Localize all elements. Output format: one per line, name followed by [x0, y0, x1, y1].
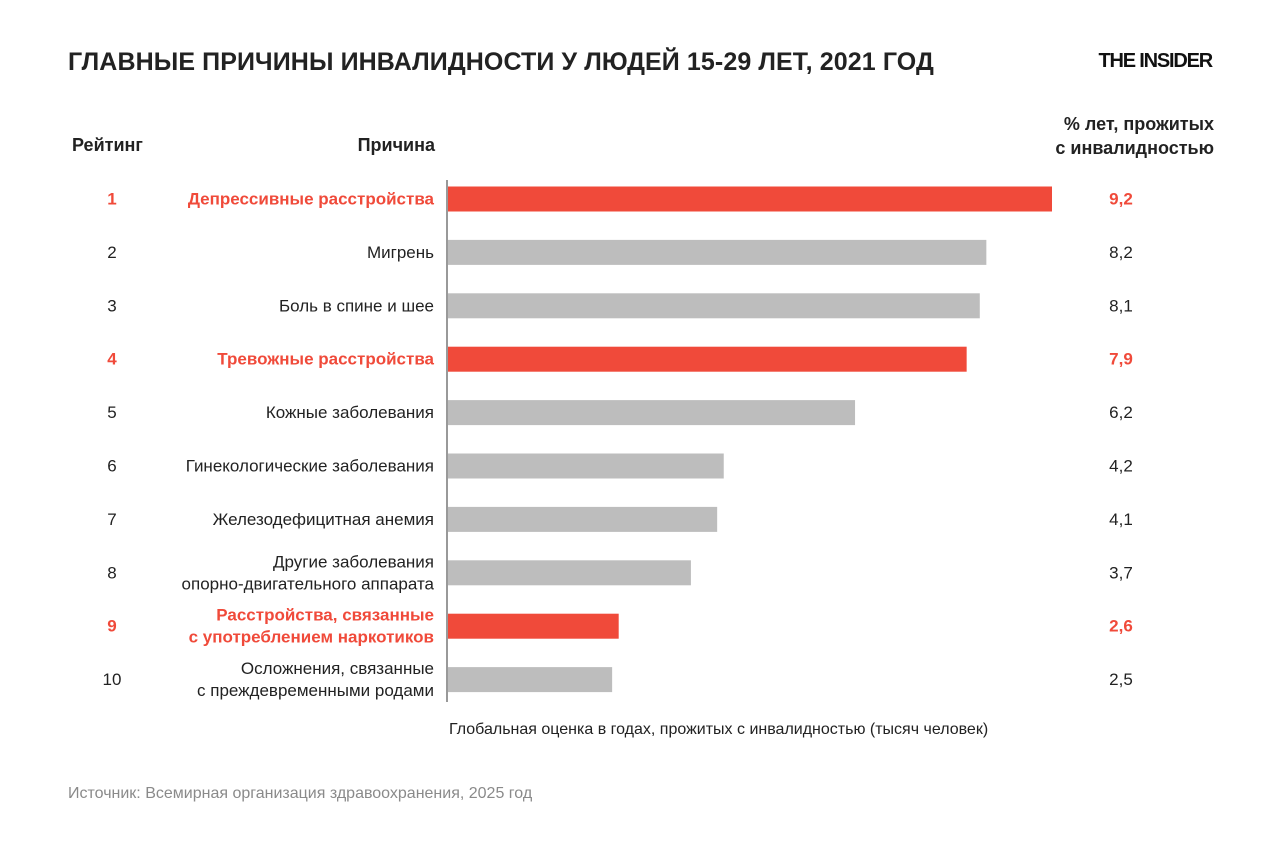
value-label: 8,1 [1109, 296, 1133, 315]
chart-title: ГЛАВНЫЕ ПРИЧИНЫ ИНВАЛИДНОСТИ У ЛЮДЕЙ 15-… [68, 48, 934, 76]
rank-label: 1 [107, 190, 116, 209]
bar [448, 239, 987, 265]
bar [448, 453, 724, 479]
rank-label: 8 [107, 563, 116, 582]
value-label: 8,2 [1109, 243, 1133, 262]
value-label: 2,5 [1109, 670, 1133, 689]
rank-label: 3 [107, 296, 116, 315]
percent-header-line-2: с инвалидностью [1055, 138, 1214, 158]
category-label: Боль в спине и шее [279, 296, 434, 315]
rank-label: 2 [107, 243, 116, 262]
percent-column-header: % лет, прожитых с инвалидностью [994, 112, 1214, 160]
percent-header-line-1: % лет, прожитых [1063, 114, 1214, 134]
value-label: 4,2 [1109, 457, 1133, 476]
bar [448, 346, 967, 372]
axis-note: Глобальная оценка в годах, прожитых с ин… [449, 721, 989, 738]
source-note: Источник: Всемирная организация здравоох… [68, 785, 533, 802]
rank-label: 6 [107, 457, 116, 476]
category-label: Кожные заболевания [266, 403, 434, 422]
bar [448, 560, 691, 586]
cause-column-header: Причина [357, 135, 435, 155]
category-label: опорно-двигательного аппарата [182, 574, 435, 593]
bar [448, 400, 856, 426]
category-label: с употреблением наркотиков [189, 628, 434, 647]
bar [448, 293, 980, 319]
brand-logo: THE INSIDER [1098, 50, 1214, 72]
rank-label: 7 [107, 510, 116, 529]
bar [448, 667, 613, 693]
rank-label: 4 [107, 350, 117, 369]
value-label: 3,7 [1109, 563, 1133, 582]
value-label: 4,1 [1109, 510, 1133, 529]
category-label: Гинекологические заболевания [186, 457, 434, 476]
value-label: 9,2 [1109, 190, 1133, 209]
value-label: 7,9 [1109, 350, 1133, 369]
category-label: Тревожные расстройства [217, 350, 434, 369]
category-label: Осложнения, связанные [241, 659, 434, 678]
value-label: 6,2 [1109, 403, 1133, 422]
category-label: Другие заболевания [273, 552, 434, 571]
category-label: Железодефицитная анемия [213, 510, 434, 529]
category-label: Мигрень [367, 243, 434, 262]
bar [448, 506, 718, 532]
category-label: Депрессивные расстройства [188, 190, 435, 209]
value-label: 2,6 [1109, 617, 1133, 636]
category-label: Расстройства, связанные [216, 606, 434, 625]
rank-column-header: Рейтинг [72, 135, 143, 155]
rank-label: 9 [107, 617, 116, 636]
rank-label: 5 [107, 403, 116, 422]
rank-label: 10 [103, 670, 122, 689]
bar [448, 186, 1052, 212]
bar [448, 613, 619, 639]
category-label: с преждевременными родами [197, 681, 434, 700]
